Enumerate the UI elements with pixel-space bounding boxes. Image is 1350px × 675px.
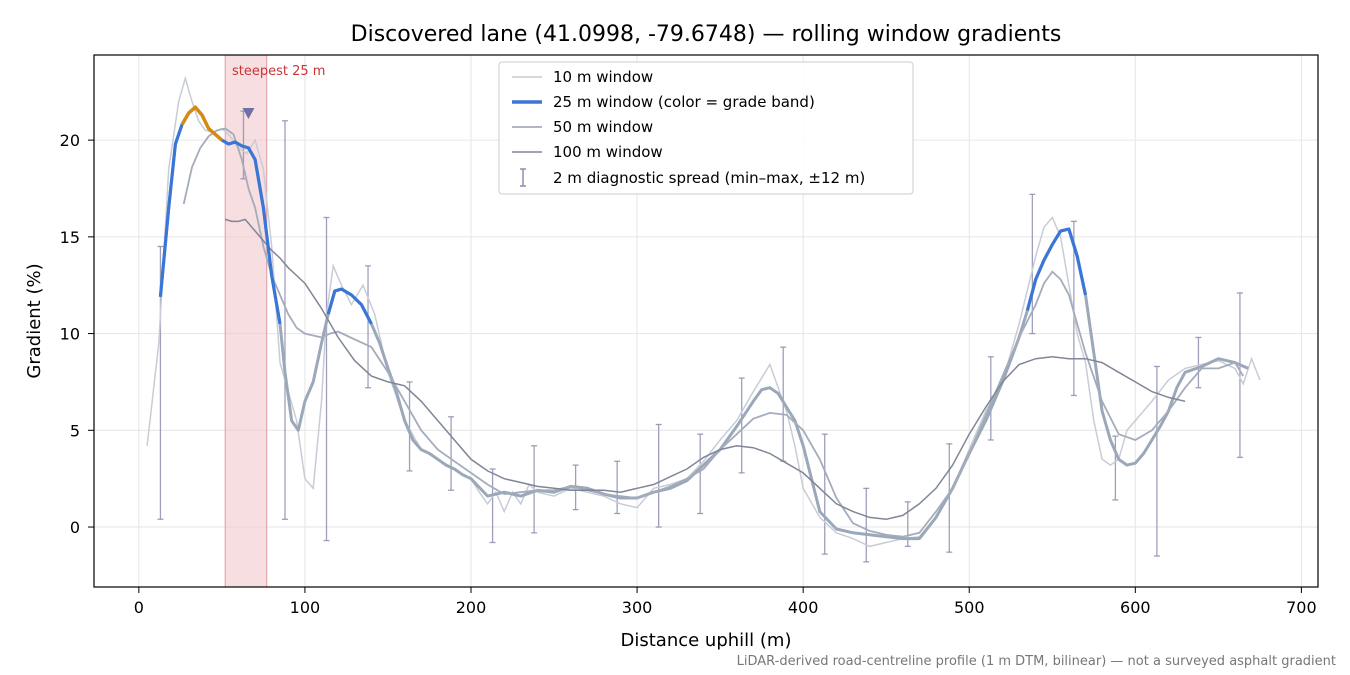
legend-label-spread: 2 m diagnostic spread (min–max, ±12 m)	[553, 169, 865, 187]
highlight-label: steepest 25 m	[232, 64, 325, 79]
footnote: LiDAR-derived road-centreline profile (1…	[737, 654, 1336, 669]
series-10m-line	[146, 75, 1261, 548]
steepest-marker	[242, 108, 255, 120]
series-25m-band-steep	[1025, 227, 1088, 311]
spread-bar	[697, 433, 704, 515]
spread-bar	[406, 381, 413, 472]
spread-bar	[1112, 435, 1119, 501]
y-tick-label: 15	[60, 228, 80, 247]
spread-bar	[281, 120, 288, 520]
x-tick-label: 400	[788, 598, 819, 617]
spread-bar	[863, 487, 870, 563]
series-25m-band-steep	[326, 287, 373, 325]
spread-bar	[821, 433, 828, 555]
axis-ticks: 0 100 200 300 400 500 600 700 0 5 10 15 20	[60, 131, 1317, 617]
steepest-window-highlight	[224, 54, 268, 588]
x-tick-label: 200	[456, 598, 487, 617]
legend-label-25m: 25 m window (color = grade band)	[553, 93, 815, 111]
legend-label-10m: 10 m window	[553, 68, 653, 86]
legend: 10 m window 25 m window (color = grade b…	[498, 61, 914, 195]
x-tick-label: 700	[1286, 598, 1317, 617]
series-lines	[146, 75, 1261, 548]
series-100m-line	[224, 218, 1186, 521]
legend-swatch-spread	[520, 168, 526, 187]
x-tick-label: 300	[622, 598, 653, 617]
spread-bar	[448, 416, 455, 491]
spread-bar	[365, 265, 372, 389]
legend-label-50m: 50 m window	[553, 118, 653, 136]
spread-bar	[1195, 336, 1202, 389]
steepest-marker-triangle	[242, 108, 255, 120]
spread-bar	[946, 443, 953, 553]
highlight-band	[224, 54, 268, 588]
x-tick-label: 100	[290, 598, 321, 617]
spread-bar	[614, 460, 621, 515]
series-50m-line	[182, 127, 1245, 538]
x-tick-label: 600	[1120, 598, 1151, 617]
series-25m-band-steepest	[180, 105, 224, 142]
spread-bar	[1236, 292, 1243, 459]
plot-frame	[93, 54, 1319, 588]
y-tick-label: 0	[70, 518, 80, 537]
spread-bar	[655, 423, 662, 528]
y-tick-label: 20	[60, 131, 80, 150]
x-tick-label: 0	[134, 598, 144, 617]
y-axis-label: Gradient (%)	[24, 263, 45, 378]
spread-bar	[738, 377, 745, 474]
x-axis-label: Distance uphill (m)	[621, 630, 792, 651]
chart-title: Discovered lane (41.0998, -79.6748) — ro…	[351, 22, 1062, 47]
y-tick-label: 10	[60, 325, 80, 344]
legend-frame	[498, 61, 914, 195]
y-tick-label: 5	[70, 421, 80, 440]
legend-label-100m: 100 m window	[553, 143, 663, 161]
spread-bar	[323, 216, 330, 542]
spread-bar	[1153, 365, 1160, 557]
x-tick-label: 500	[954, 598, 985, 617]
spread-bar	[489, 468, 496, 544]
